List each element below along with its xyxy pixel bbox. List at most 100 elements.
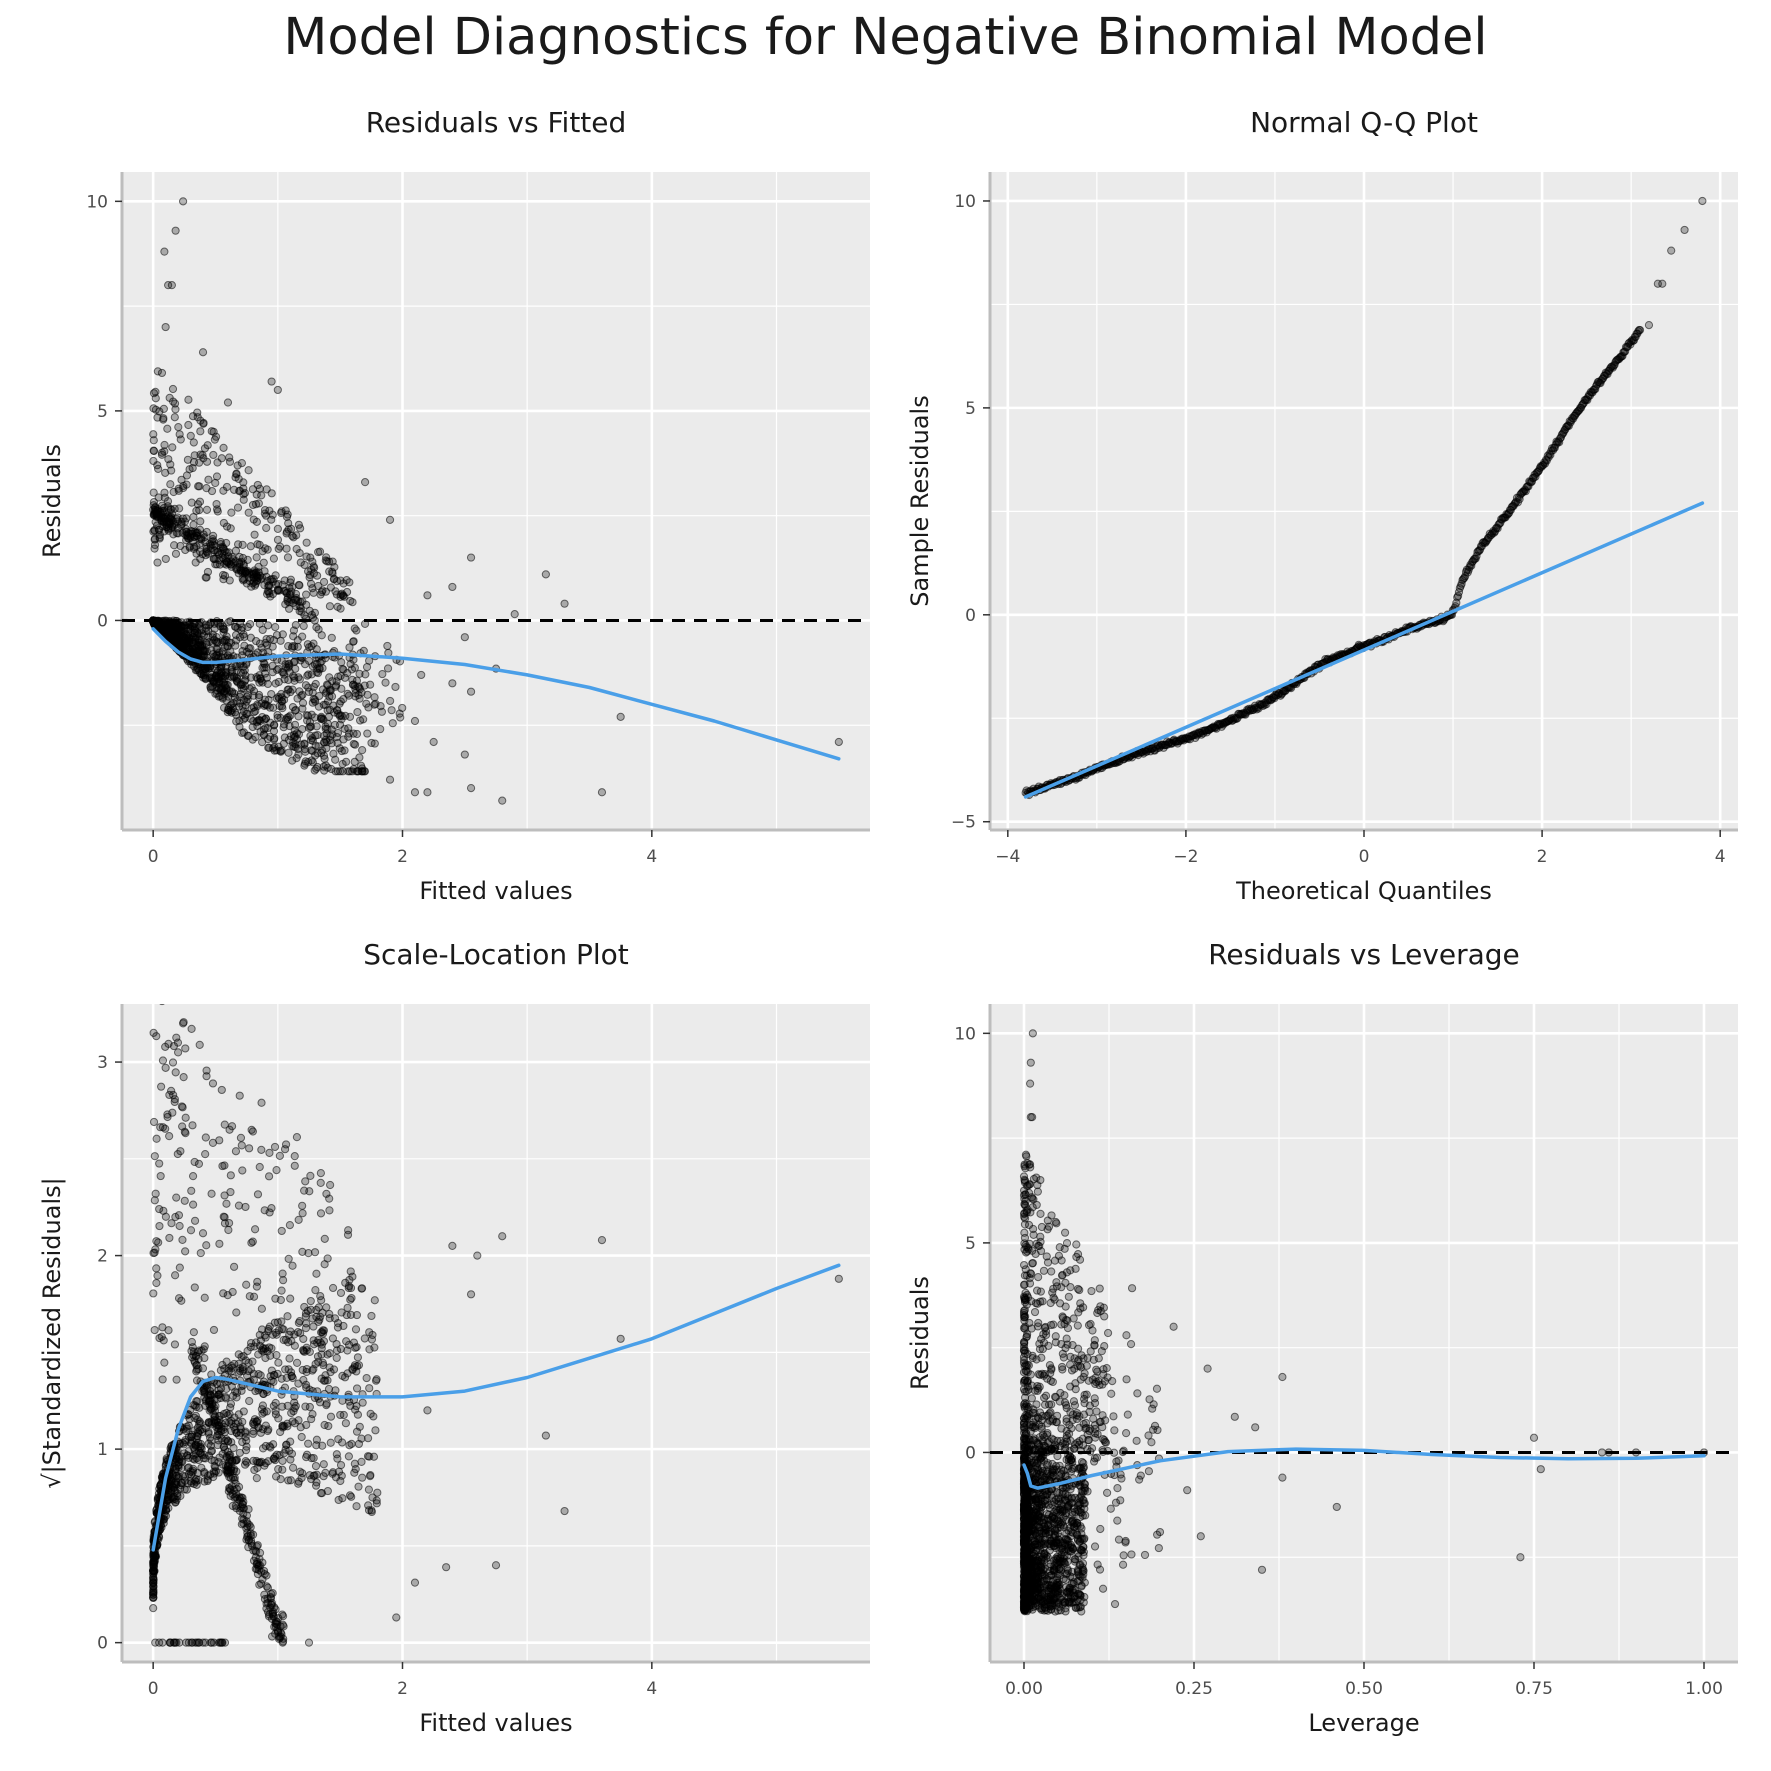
- data-point: [340, 592, 349, 601]
- data-point: [190, 1216, 200, 1225]
- data-point: [360, 681, 369, 690]
- data-point: [235, 562, 244, 572]
- data-point: [330, 563, 339, 572]
- data-point: [355, 1422, 364, 1431]
- data-point: [270, 1142, 280, 1152]
- data-point: [331, 755, 340, 764]
- data-point: [332, 732, 341, 742]
- data-point: [371, 699, 380, 708]
- data-point: [337, 658, 346, 667]
- data-point: [334, 1435, 343, 1444]
- data-point: [245, 1144, 254, 1153]
- data-point: [364, 1501, 373, 1510]
- data-point: [182, 531, 192, 540]
- data-point: [237, 1141, 246, 1150]
- data-point: [255, 1162, 264, 1172]
- data-point: [184, 420, 193, 430]
- data-point: [362, 699, 371, 708]
- data-point: [217, 1085, 226, 1095]
- data-point: [224, 618, 233, 627]
- data-point: [272, 1472, 281, 1481]
- data-point: [198, 1424, 207, 1434]
- data-point: [326, 1180, 335, 1190]
- data-point: [189, 1351, 198, 1360]
- data-point: [160, 1358, 169, 1367]
- data-point: [257, 1304, 266, 1313]
- data-point: [240, 632, 249, 642]
- data-point: [202, 457, 212, 466]
- data-point: [316, 1178, 325, 1187]
- data-point: [164, 1326, 173, 1335]
- data-point: [236, 1133, 246, 1142]
- data-point: [236, 690, 245, 699]
- data-point: [255, 715, 264, 724]
- data-point: [324, 1421, 333, 1431]
- data-point: [325, 735, 335, 745]
- data-point: [185, 645, 194, 654]
- data-point: [245, 1396, 254, 1406]
- data-point: [175, 1263, 184, 1272]
- data-point: [311, 1481, 321, 1490]
- data-point: [193, 1468, 202, 1478]
- data-point: [183, 1451, 192, 1460]
- data-point: [298, 1209, 307, 1218]
- data-point: [267, 489, 276, 498]
- data-point: [304, 687, 314, 697]
- data-point: [310, 608, 319, 617]
- data-point: [164, 1039, 173, 1048]
- data-point: [353, 1410, 363, 1419]
- data-point: [219, 486, 228, 495]
- data-point: [271, 1406, 280, 1416]
- data-point: [279, 670, 289, 679]
- data-point: [181, 1113, 190, 1122]
- data-point: [337, 746, 346, 756]
- data-point: [357, 1457, 366, 1466]
- data-point: [254, 693, 264, 702]
- data-point: [284, 1254, 293, 1264]
- data-point: [385, 775, 395, 784]
- data-point: [355, 716, 365, 725]
- data-point: [233, 503, 243, 512]
- data-point: [198, 1229, 208, 1238]
- x-axis-label: Theoretical Quantiles: [1235, 877, 1492, 905]
- data-point: [277, 1226, 286, 1236]
- data-point: [305, 1187, 314, 1196]
- data-point: [333, 706, 342, 715]
- data-point: [193, 413, 202, 422]
- data-point: [171, 549, 181, 558]
- data-point: [365, 656, 374, 665]
- data-point: [196, 1439, 205, 1449]
- data-point: [182, 1424, 192, 1433]
- data-point: [365, 1452, 374, 1461]
- data-point: [466, 783, 476, 793]
- data-point: [149, 404, 158, 413]
- data-point: [235, 716, 244, 725]
- data-point: [233, 540, 243, 549]
- data-point: [281, 1335, 291, 1344]
- data-point: [291, 664, 300, 673]
- data-point: [288, 702, 298, 712]
- data-point: [149, 389, 159, 398]
- data-point: [234, 1417, 243, 1427]
- data-point: [423, 788, 432, 797]
- data-point: [370, 1343, 379, 1352]
- data-point: [1635, 325, 1645, 335]
- data-point: [253, 1557, 262, 1567]
- data-point: [195, 458, 204, 467]
- data-point: [186, 1226, 196, 1235]
- data-point: [174, 1460, 183, 1470]
- y-axis-label: Sample Residuals: [906, 395, 934, 606]
- data-point: [275, 1151, 284, 1160]
- data-point: [207, 1189, 216, 1198]
- data-point: [473, 1251, 482, 1260]
- data-point: [370, 739, 379, 748]
- data-point: [288, 1463, 298, 1472]
- data-point: [210, 624, 219, 633]
- data-point: [597, 1236, 607, 1245]
- data-point: [263, 621, 273, 630]
- data-point: [355, 669, 364, 678]
- data-point: [168, 384, 178, 394]
- y-tick-label: 10: [954, 192, 976, 212]
- data-point: [174, 423, 183, 432]
- data-point: [210, 546, 219, 555]
